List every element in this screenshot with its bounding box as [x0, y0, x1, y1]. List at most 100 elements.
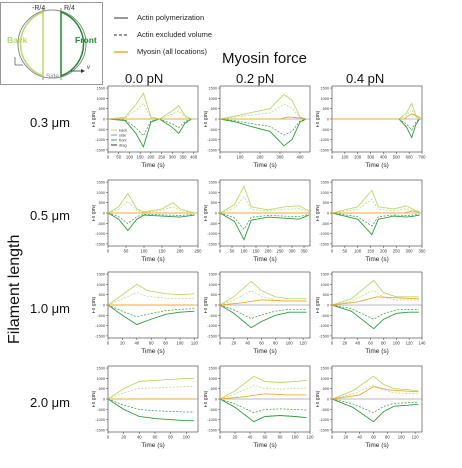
legend-item-actin-polymerization: Actin polymerization — [114, 12, 314, 24]
y-tick-label: 500 — [211, 293, 217, 297]
y-tick-label: -1500 — [95, 428, 105, 432]
series-line-front — [220, 304, 307, 329]
x-tick-label: 60 — [149, 341, 154, 346]
x-tick-label: 0 — [219, 155, 222, 160]
y-tick-label: -1500 — [319, 148, 329, 152]
series-line-front-dashed — [332, 304, 419, 320]
series-line-back — [332, 279, 419, 306]
row-label-1: 0.5 μm — [30, 208, 71, 223]
x-tick-label: 80 — [385, 435, 390, 440]
y-tick-label: 0 — [103, 118, 105, 122]
x-tick-label: 0 — [107, 155, 110, 160]
y-tick-label: 1500 — [97, 273, 105, 277]
legend-label: Actin polymerization — [137, 13, 205, 22]
series-group — [220, 93, 307, 147]
y-tick-label: 1000 — [321, 377, 329, 381]
x-tick-label: 0 — [331, 249, 334, 254]
x-tick-label: 100 — [393, 341, 401, 346]
column-label-2: 0.4 pN — [346, 71, 385, 86]
cell-outline — [17, 9, 87, 79]
legend-item-actin-excluded-volume: Actin excluded volume — [114, 29, 314, 41]
series-line-front-dashed — [220, 118, 307, 136]
x-tick-label: 80 — [278, 435, 283, 440]
y-tick-label: 0 — [327, 398, 329, 402]
y-tick-label: 500 — [323, 293, 329, 297]
x-tick-label: 20 — [344, 435, 349, 440]
y-tick-label: 500 — [323, 387, 329, 391]
x-tick-label: 40 — [357, 435, 362, 440]
y-tick-label: -500 — [321, 222, 329, 226]
series-group — [220, 280, 307, 329]
series-group — [332, 375, 419, 423]
x-axis-label: Time (s) — [141, 348, 165, 355]
y-tick-label: -1000 — [207, 324, 217, 328]
y-tick-label: 0 — [103, 398, 105, 402]
y-axis-label: Fx (pN) — [204, 110, 209, 127]
y-tick-label: -1000 — [207, 138, 217, 142]
x-tick-label: 60 — [259, 341, 264, 346]
x-tick-label: 200 — [147, 155, 155, 160]
y-tick-label: 0 — [215, 118, 217, 122]
y-tick-label: 500 — [99, 387, 105, 391]
series-group — [332, 102, 421, 139]
series-line-back-dashed — [108, 102, 192, 120]
series-line-back — [332, 189, 420, 214]
y-tick-label: 1500 — [321, 273, 329, 277]
x-tick-label: 100 — [126, 155, 134, 160]
row-label-0: 0.3 μm — [30, 115, 71, 130]
x-tick-label: 150 — [253, 249, 261, 254]
inner-legend-label: side — [119, 133, 126, 137]
y-tick-label: 1000 — [97, 191, 105, 195]
x-tick-label: 150 — [159, 249, 167, 254]
series-line-front — [332, 118, 420, 139]
y-tick-label: -1000 — [319, 324, 329, 328]
series-line-back — [108, 92, 192, 120]
y-tick-label: -1500 — [207, 148, 217, 152]
y-tick-label: -1000 — [95, 324, 105, 328]
series-line-back — [332, 375, 419, 400]
series-line-front — [108, 118, 192, 148]
y-tick-label: 0 — [103, 304, 105, 308]
y-tick-label: 1000 — [97, 377, 105, 381]
y-tick-label: 1000 — [209, 97, 217, 101]
y-tick-label: -1000 — [207, 418, 217, 422]
label-neg-r4: -R/4 — [32, 5, 46, 12]
series-line-front-dashed — [108, 212, 195, 224]
y-tick-label: 1500 — [97, 87, 105, 91]
series-line-back-dashed — [332, 289, 419, 306]
x-tick-label: 100 — [141, 249, 149, 254]
x-tick-label: 300 — [406, 249, 414, 254]
series-line-front-dashed — [220, 304, 307, 319]
x-tick-label: 120 — [300, 341, 308, 346]
series-line-front-dashed — [108, 398, 195, 413]
series-line-back — [108, 283, 195, 306]
y-tick-label: -1000 — [95, 138, 105, 142]
x-tick-label: 80 — [168, 435, 173, 440]
x-tick-label: 100 — [354, 249, 362, 254]
series-line-front — [220, 398, 307, 423]
column-label-1: 0.2 pN — [236, 71, 275, 86]
y-tick-label: -1500 — [95, 334, 105, 338]
subplot: -1500 -1000 -500 0 500 1000 1500 0 20 40 60 80 100 12… — [204, 365, 314, 449]
series-group — [332, 279, 419, 330]
x-tick-label: 0 — [107, 249, 110, 254]
series-line-front — [220, 118, 307, 147]
y-tick-label: 500 — [323, 201, 329, 205]
y-tick-label: 0 — [103, 212, 105, 216]
x-tick-label: 120 — [406, 341, 414, 346]
x-tick-label: 100 — [183, 435, 191, 440]
x-axis-label: Time (s) — [365, 256, 389, 263]
inner-legend-label: drag — [119, 143, 127, 147]
y-tick-label: 500 — [211, 387, 217, 391]
y-tick-label: 500 — [211, 107, 217, 111]
x-tick-label: 50 — [124, 249, 129, 254]
y-tick-label: -1000 — [95, 232, 105, 236]
series-line-back — [220, 375, 307, 400]
y-tick-label: -1000 — [319, 232, 329, 236]
column-label-0: 0.0 pN — [125, 71, 164, 86]
y-tick-label: 1000 — [209, 377, 217, 381]
row-label-2: 1.0 μm — [30, 301, 71, 316]
series-line-myosin — [332, 210, 420, 214]
y-tick-label: 1500 — [209, 87, 217, 91]
subplot: -1500 -1000 -500 0 500 1000 1500 0 100 200 300 400 5… — [316, 85, 426, 169]
